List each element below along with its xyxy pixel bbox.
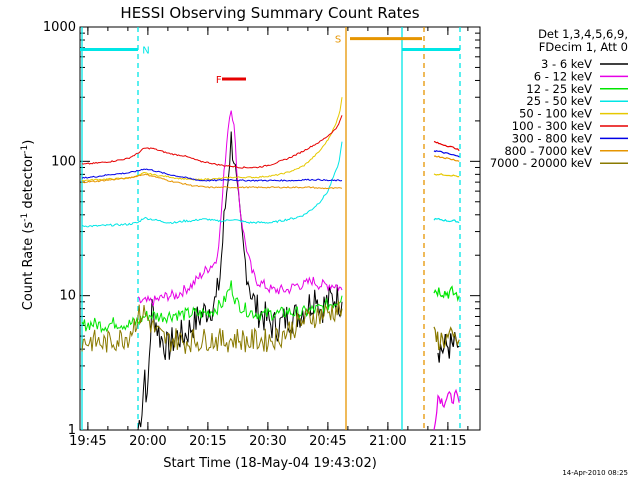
series-line-segment	[433, 326, 460, 351]
series-line-segment	[433, 155, 460, 162]
series-line-segment	[433, 173, 460, 178]
x-tick-label: 20:15	[189, 434, 226, 449]
y-tick-label: 1000	[43, 20, 76, 35]
series-line	[81, 141, 343, 228]
legend-entry-label: 50 - 100 keV	[519, 107, 592, 121]
x-axis-label: Start Time (18-May-04 19:43:02)	[163, 456, 377, 471]
series-line-segment	[433, 150, 460, 158]
footer-date: 14-Apr-2010 08:25	[562, 469, 628, 477]
series-line-segment	[433, 285, 460, 303]
legend-entry-label: 3 - 6 keV	[541, 57, 592, 71]
series-line	[81, 115, 343, 169]
y-axis-label-mid: detector	[21, 153, 36, 213]
series-line	[81, 173, 343, 190]
y-axis-label-main: Count Rate (s	[21, 222, 36, 311]
y-tick-label: 100	[51, 154, 76, 169]
y-axis-label-end: )	[21, 140, 36, 145]
plot-area: N S F	[79, 26, 481, 431]
legend-header-detectors: Det 1,3,4,5,6,9,	[538, 27, 628, 41]
y-axis-label-sup2: -1	[20, 145, 30, 154]
legend-entry-label: 12 - 25 keV	[526, 82, 592, 96]
series-line-segment	[433, 388, 460, 431]
flag-label: N	[142, 45, 149, 56]
plot-frame	[79, 26, 481, 431]
x-tick-label: 21:15	[429, 434, 466, 449]
series-line	[137, 110, 343, 307]
series-line-segment	[433, 140, 460, 152]
x-tick-label: 20:00	[129, 434, 166, 449]
y-tick-label: 1	[68, 423, 76, 438]
series-line	[81, 300, 343, 354]
flag-label: S	[335, 35, 341, 46]
legend-entry-label: 7000 - 20000 keV	[490, 156, 592, 170]
series-line	[81, 97, 343, 182]
chart-title: HESSI Observing Summary Count Rates	[120, 4, 419, 22]
y-axis-label-sup1: -1	[20, 213, 30, 222]
series-line-segment	[433, 217, 460, 224]
y-tick-label: 10	[59, 289, 76, 304]
legend-entry-label: 100 - 300 keV	[512, 119, 592, 133]
flag-label: F	[216, 75, 222, 86]
legend-entry-label: 6 - 12 keV	[534, 69, 592, 83]
x-tick-label: 21:00	[369, 434, 406, 449]
legend-entry-label: 300 - 800 keV	[512, 131, 592, 145]
legend: Det 1,3,4,5,6,9, FDecim 1, Att 0 3 - 6 k…	[490, 27, 628, 170]
y-axis-label: Count Rate (s-1 detector-1)	[20, 140, 36, 311]
x-tick-label: 20:30	[249, 434, 286, 449]
legend-entry-label: 800 - 7000 keV	[504, 144, 592, 158]
series-line	[81, 280, 343, 334]
series-line	[81, 168, 343, 182]
x-tick-label: 20:45	[309, 434, 346, 449]
x-tick-label: 19:45	[69, 434, 106, 449]
legend-header-decimation: FDecim 1, Att 0	[539, 40, 628, 54]
legend-entry-label: 25 - 50 keV	[526, 94, 592, 108]
